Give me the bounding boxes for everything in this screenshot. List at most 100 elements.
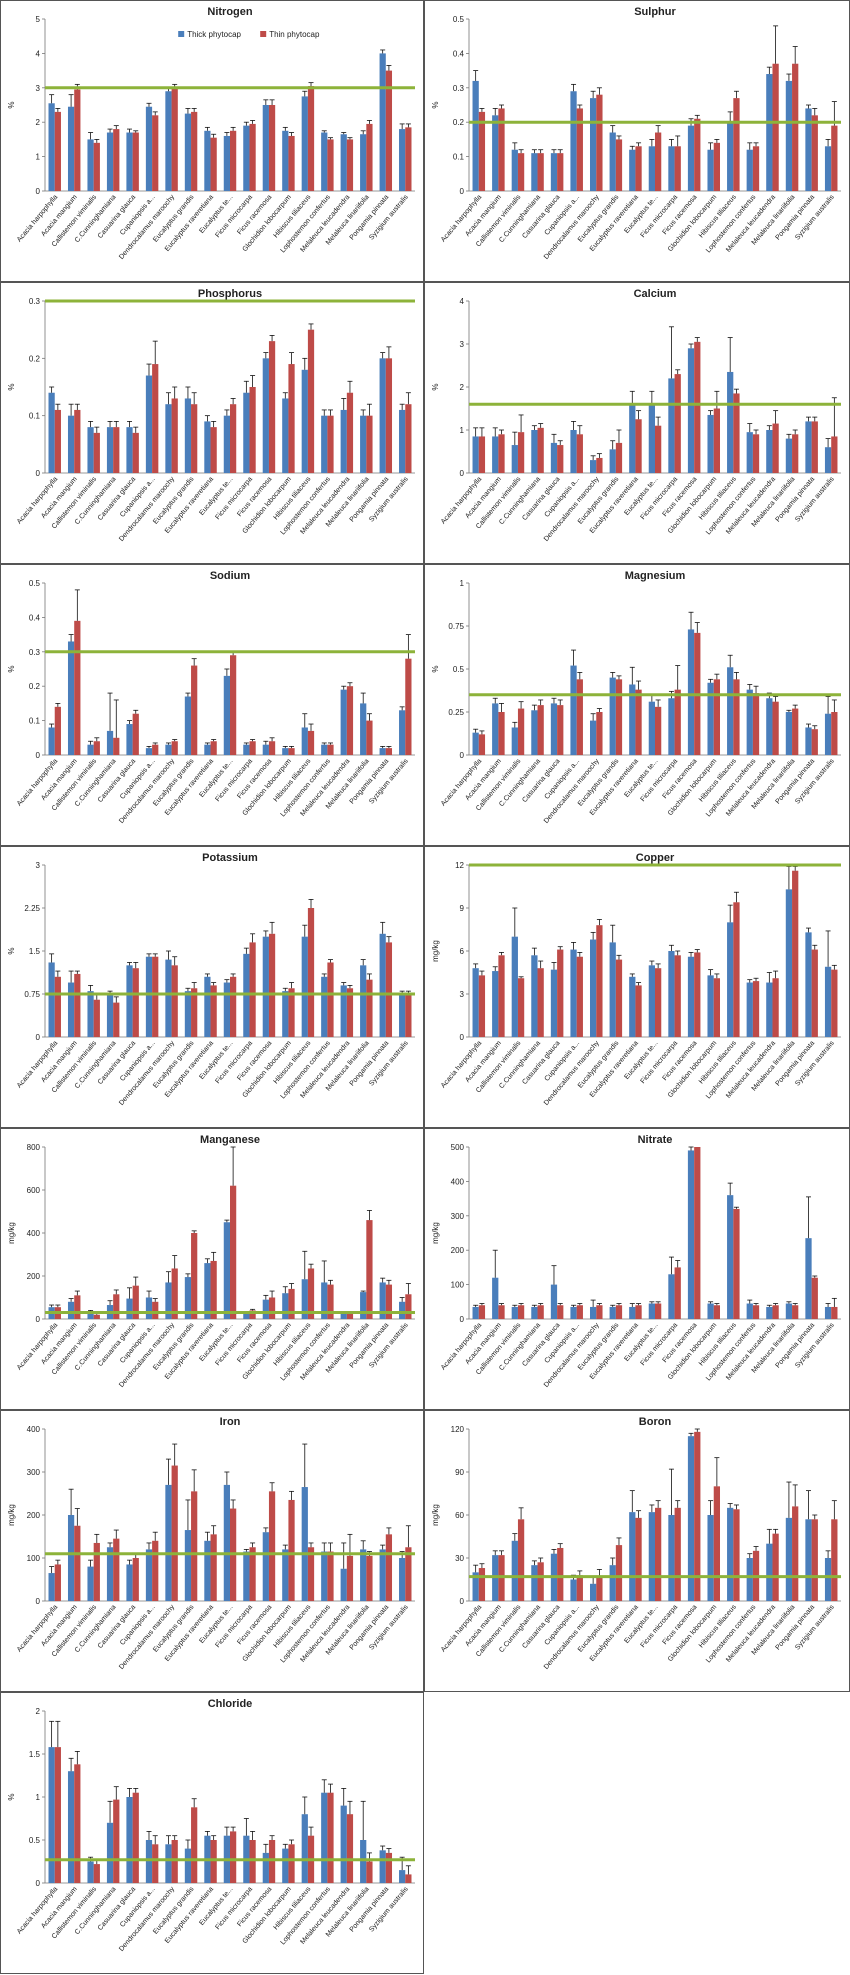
y-tick-label: 400 [27, 1425, 41, 1434]
bar-thin [498, 108, 505, 191]
y-tick-label: 0.1 [29, 412, 41, 421]
x-tick-label: Ficus racemosa [236, 194, 273, 236]
bar-thin [54, 706, 61, 755]
y-axis-label: % [7, 101, 16, 108]
legend-label-thick: Thick phytocap [187, 30, 241, 39]
x-tick-label: Acacia mangium [40, 1322, 79, 1366]
bar-thin [655, 132, 662, 191]
bar-thick [531, 710, 538, 755]
bar-thick [707, 682, 714, 755]
y-tick-label: 0.75 [24, 990, 40, 999]
bar-thick [243, 392, 250, 473]
bar-thick [687, 956, 695, 1037]
bar-thin [288, 748, 295, 755]
bar-thin [152, 1540, 159, 1601]
x-tick-label: Ficus racemosa [236, 1040, 273, 1082]
y-tick-label: 0.4 [453, 49, 465, 58]
bar-thick [379, 933, 386, 1037]
bar-thick [687, 1436, 695, 1601]
bar-thick [204, 130, 211, 191]
bar-thick [282, 748, 289, 755]
bar-thick [282, 130, 289, 191]
x-tick-label: Ficus racemosa [236, 1604, 273, 1646]
bar-thin [54, 409, 61, 473]
bar-thin [288, 364, 295, 473]
bar-thin [346, 686, 354, 755]
y-tick-label: 90 [455, 1468, 464, 1477]
bar-thin [54, 976, 61, 1037]
bar-thin [478, 436, 486, 473]
bar-thick [589, 939, 597, 1037]
bar-thick [379, 1549, 386, 1601]
bar-thin [752, 981, 760, 1037]
y-tick-label: 200 [27, 1272, 41, 1281]
bar-thin [113, 1799, 120, 1883]
bar-thin [811, 1519, 818, 1601]
bar-thin [713, 1486, 721, 1601]
bar-thin [733, 393, 740, 473]
bar-thin [517, 432, 525, 473]
bar-thin [831, 436, 838, 473]
x-tick-label: Cupaniopsis a... [119, 194, 157, 237]
bar-thick [379, 358, 386, 473]
bar-thin [307, 86, 315, 191]
bar-thin [517, 1305, 525, 1319]
x-tick-label: Acacia mangium [464, 1040, 503, 1084]
bar-thick [399, 1558, 406, 1601]
bar-thin [792, 870, 799, 1037]
bar-thin [694, 952, 701, 1037]
x-tick-label: Cupaniopsis a... [544, 758, 582, 801]
bar-thin [478, 111, 486, 191]
bar-thick [472, 1306, 479, 1319]
bar-thick [824, 146, 832, 191]
bar-thin [191, 1233, 198, 1319]
bar-thick [648, 1512, 655, 1601]
chart-title: Manganese [200, 1134, 260, 1146]
bar-thin [230, 1185, 237, 1319]
bar-thin [713, 978, 721, 1037]
bar-thick [321, 976, 328, 1037]
bar-thick [301, 1279, 308, 1319]
bar-thin [249, 942, 256, 1037]
bar-thick [727, 122, 734, 191]
bar-thin [152, 956, 159, 1037]
bar-thin [635, 985, 642, 1037]
bar-thick [301, 1814, 308, 1883]
bar-thick [648, 701, 655, 755]
bar-thin [772, 1533, 779, 1601]
bar-thick [609, 942, 616, 1037]
y-tick-label: 3 [460, 340, 465, 349]
x-tick-label: Syzigium australis [794, 1603, 836, 1651]
bar-thin [249, 123, 256, 191]
bar-thin [405, 1547, 412, 1601]
y-tick-label: 200 [27, 1511, 41, 1520]
bar-thin [557, 1547, 564, 1601]
bar-thin [346, 139, 354, 191]
bar-thick [321, 1282, 328, 1319]
x-tick-label: Syzigium australis [368, 1321, 410, 1369]
bar-thick [48, 1573, 55, 1601]
bar-thin [752, 434, 760, 473]
y-tick-label: 0 [460, 187, 465, 196]
y-tick-label: 0.4 [29, 613, 41, 622]
x-tick-label: Ficus racemosa [236, 1322, 273, 1364]
bar-thick [746, 689, 753, 755]
bar-thin [385, 942, 393, 1037]
bar-thin [307, 329, 315, 473]
y-tick-label: 100 [451, 1281, 465, 1290]
bar-thin [288, 1844, 295, 1883]
bar-thin [210, 985, 217, 1037]
y-axis-label: % [431, 101, 440, 108]
y-tick-label: 1 [460, 426, 465, 435]
bar-thick [531, 955, 538, 1037]
bar-thin [405, 994, 412, 1037]
bar-thick [511, 149, 518, 191]
bar-thick [243, 1312, 250, 1319]
bar-thin [694, 1147, 701, 1319]
bar-thin [268, 1297, 276, 1319]
bar-thin [405, 1874, 412, 1883]
bar-thick [165, 91, 172, 191]
